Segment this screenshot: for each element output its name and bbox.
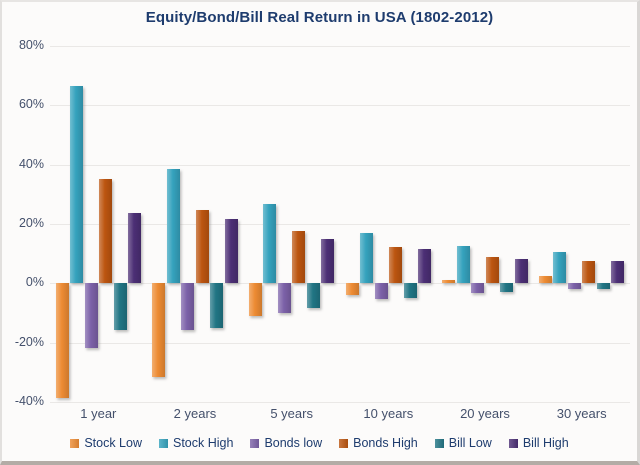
- bar-bonds-low-30-years: [567, 283, 581, 290]
- bar-bonds-low-20-years: [471, 283, 485, 293]
- x-tick-label-1-year: 1 year: [80, 406, 117, 421]
- bar-bill-high-2-years: [224, 219, 238, 284]
- bar-stock-high-30-years: [553, 251, 567, 284]
- bar-bonds-high-2-years: [195, 210, 209, 284]
- bar-bill-low-2-years: [210, 283, 224, 329]
- legend-item-stock-low: Stock Low: [70, 436, 142, 450]
- bar-bonds-low-5-years: [277, 283, 291, 314]
- y-tick-label-60: 60%: [18, 97, 44, 112]
- x-tick-label-30-years: 30 years: [556, 406, 607, 421]
- bar-bill-low-10-years: [403, 283, 417, 299]
- bar-bill-high-20-years: [514, 258, 528, 284]
- bar-stock-low-1-year: [55, 283, 69, 398]
- bar-bill-low-30-years: [596, 283, 610, 289]
- y-tick-label-80: 80%: [18, 38, 44, 52]
- y-tick-label-20: 20%: [18, 216, 44, 230]
- bar-stock-high-10-years: [360, 233, 374, 284]
- x-tick-label-5-years: 5 years: [270, 406, 313, 421]
- legend-label-bonds-high: Bonds High: [353, 436, 418, 450]
- gridline-40: [50, 164, 630, 166]
- bar-bonds-low-10-years: [374, 283, 388, 300]
- legend-label-bill-low: Bill Low: [448, 436, 492, 450]
- y-tick-label-40: 40%: [18, 156, 44, 171]
- bar-bonds-low-2-years: [181, 283, 195, 331]
- bar-bonds-high-5-years: [292, 230, 306, 284]
- bar-stock-high-5-years: [263, 204, 277, 284]
- bar-bonds-low-1-year: [84, 283, 98, 349]
- y-tick-label--20: -20%: [14, 334, 44, 349]
- gridline-60: [50, 105, 630, 107]
- legend-item-bill-high: Bill High: [508, 436, 569, 450]
- bar-stock-low-2-years: [152, 283, 166, 378]
- legend-item-stock-high: Stock High: [158, 436, 234, 450]
- bar-stock-high-2-years: [166, 168, 180, 284]
- bar-bill-low-20-years: [500, 283, 514, 293]
- gridline--40: [50, 402, 630, 403]
- bar-bonds-high-20-years: [485, 257, 499, 284]
- chart-legend: Stock Low Stock High Bonds low Bonds High Bi…: [2, 436, 637, 450]
- legend-swatch-stock-high: [158, 438, 168, 448]
- y-tick-label--40: -40%: [14, 394, 44, 408]
- bar-bill-low-1-year: [113, 283, 127, 330]
- legend-label-stock-high: Stock High: [172, 436, 234, 450]
- legend-label-stock-low: Stock Low: [84, 436, 142, 450]
- bar-stock-low-30-years: [538, 275, 552, 284]
- bar-bill-high-10-years: [418, 248, 432, 284]
- legend-item-bonds-low: Bonds low: [250, 436, 322, 450]
- x-tick-label-10-years: 10 years: [363, 406, 414, 421]
- legend-swatch-stock-low: [70, 438, 80, 448]
- legend-item-bill-low: Bill Low: [434, 436, 492, 450]
- legend-label-bonds-low: Bonds low: [264, 436, 323, 450]
- bar-bill-low-5-years: [306, 283, 320, 308]
- gridline-20: [50, 224, 630, 225]
- legend-swatch-bill-high: [508, 438, 518, 448]
- bar-stock-low-5-years: [248, 283, 262, 316]
- x-tick-label-20-years: 20 years: [460, 406, 510, 421]
- bar-bonds-high-10-years: [389, 246, 403, 284]
- bar-stock-high-1-year: [70, 85, 84, 284]
- bar-bill-high-5-years: [321, 239, 335, 284]
- x-tick-label-2-years: 2 years: [173, 406, 217, 421]
- legend-swatch-bonds-high: [339, 438, 349, 448]
- bar-bonds-high-30-years: [582, 261, 596, 284]
- legend-swatch-bill-low: [434, 438, 444, 448]
- bar-bill-high-1-year: [128, 213, 142, 284]
- bar-stock-low-20-years: [442, 280, 456, 284]
- bar-bonds-high-1-year: [99, 179, 113, 284]
- chart-title: Equity/Bond/Bill Real Return in USA (180…: [145, 9, 494, 26]
- gridline-80: [50, 46, 630, 47]
- bar-stock-low-10-years: [345, 283, 359, 296]
- bar-bill-high-30-years: [611, 260, 625, 284]
- gridline--20: [50, 342, 630, 344]
- y-tick-label-0: 0%: [25, 275, 44, 290]
- legend-label-bill-high: Bill High: [522, 436, 569, 450]
- bar-stock-high-20-years: [456, 245, 470, 284]
- gridline-0: [50, 283, 630, 285]
- plot-area: [50, 46, 630, 403]
- legend-item-bonds-high: Bonds High: [339, 436, 418, 450]
- legend-swatch-bonds-low: [250, 438, 260, 448]
